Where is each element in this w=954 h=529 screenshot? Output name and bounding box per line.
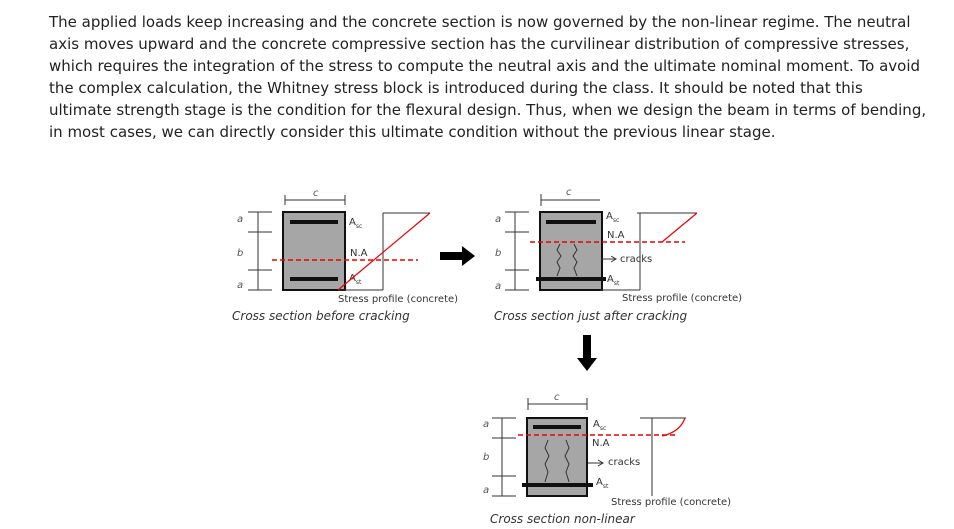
top-label: a xyxy=(483,419,489,430)
top-label: a xyxy=(495,214,501,225)
top-label: a xyxy=(237,214,243,225)
paragraph: The applied loads keep increasing and th… xyxy=(49,13,927,141)
asc-base: A xyxy=(593,419,600,430)
figure-non-linear: c a b a Asc N.A cracks Ast Stress profil… xyxy=(483,392,731,526)
figure-after-cracking: c a b a Asc N.A cracks Ast Stress profil… xyxy=(494,187,742,323)
asc-label: Asc xyxy=(606,211,619,224)
stress-label: Stress profile (concrete) xyxy=(338,294,458,305)
figure-before-cracking: c a b a Asc N.A Ast Stress profile (conc… xyxy=(232,188,458,323)
bottom-label: a xyxy=(237,280,243,291)
width-label: c xyxy=(313,188,319,199)
cracks-label: cracks xyxy=(620,254,652,265)
caption: Cross section non-linear xyxy=(490,512,636,526)
asc-sub: sc xyxy=(600,425,606,432)
middle-label: b xyxy=(495,248,501,259)
asc-base: A xyxy=(606,211,613,222)
asc-base: A xyxy=(349,217,356,228)
ast-base: A xyxy=(596,477,603,488)
width-label: c xyxy=(554,392,560,403)
arrow-right xyxy=(440,246,475,266)
bottom-label: a xyxy=(495,281,501,292)
ast-sub: st xyxy=(603,483,609,490)
na-label: N.A xyxy=(350,248,368,259)
asc-sub: sc xyxy=(613,217,619,224)
ast-sub: st xyxy=(356,279,362,286)
ast-label: Ast xyxy=(607,274,620,287)
arrow-down xyxy=(577,335,597,371)
stress-label: Stress profile (concrete) xyxy=(611,497,731,508)
arrowhead xyxy=(597,459,604,467)
middle-label: b xyxy=(237,248,243,259)
asc-sub: sc xyxy=(356,223,362,230)
na-label: N.A xyxy=(607,230,625,241)
asc-label: Asc xyxy=(593,419,606,432)
cracks-label: cracks xyxy=(608,457,640,468)
crack xyxy=(564,439,570,483)
ast-base: A xyxy=(607,274,614,285)
na-label: N.A xyxy=(592,438,610,449)
ast-sub: st xyxy=(614,280,620,287)
stress-profile xyxy=(337,212,431,291)
stress-profile xyxy=(661,212,698,243)
caption: Cross section just after cracking xyxy=(494,309,688,323)
asc-label: Asc xyxy=(349,217,362,230)
crack xyxy=(544,439,550,483)
width-label: c xyxy=(566,187,572,198)
bottom-label: a xyxy=(483,485,489,496)
stress-profile xyxy=(661,417,686,437)
arrowhead xyxy=(610,255,617,263)
ast-label: Ast xyxy=(596,477,609,490)
crack xyxy=(556,243,562,277)
stress-label: Stress profile (concrete) xyxy=(622,293,742,304)
caption: Cross section before cracking xyxy=(232,309,410,323)
middle-label: b xyxy=(483,452,489,463)
crack xyxy=(572,243,578,277)
